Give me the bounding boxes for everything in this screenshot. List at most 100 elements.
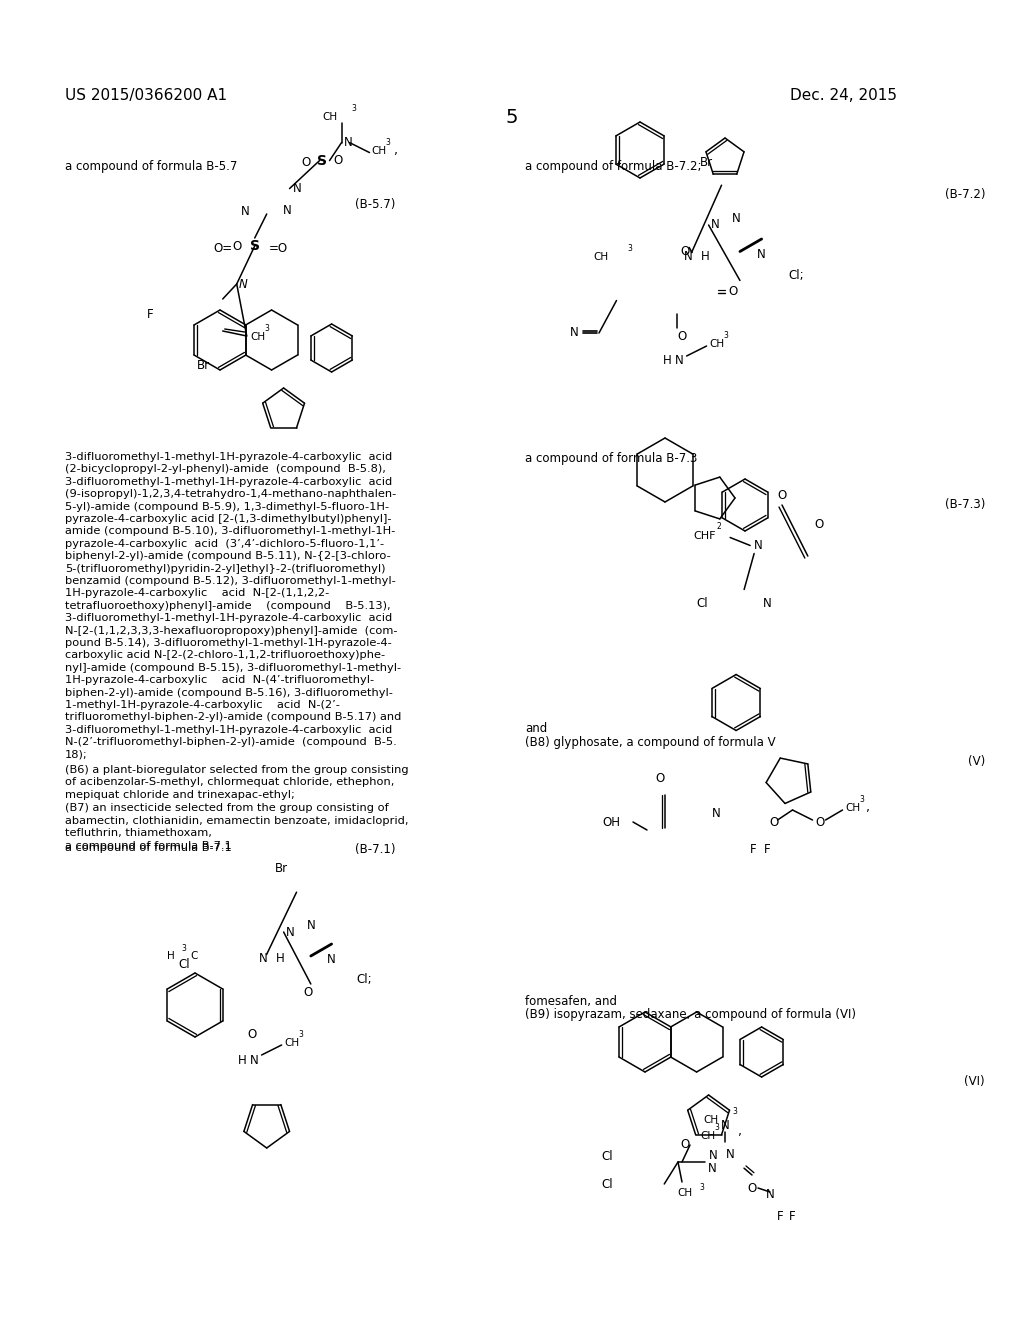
Text: F: F <box>788 1210 796 1224</box>
Text: 3: 3 <box>351 103 356 112</box>
Text: O: O <box>815 517 824 531</box>
Text: 3: 3 <box>859 795 864 804</box>
Text: N: N <box>754 539 763 552</box>
Text: CH: CH <box>251 333 266 342</box>
Text: O: O <box>777 488 786 502</box>
Text: N: N <box>283 205 292 218</box>
Text: N-[2-(1,1,2,3,3,3-hexafluoropropoxy)phenyl]-amide  (com-: N-[2-(1,1,2,3,3,3-hexafluoropropoxy)phen… <box>65 626 397 636</box>
Text: O: O <box>655 772 665 785</box>
Text: pyrazole-4-carboxylic acid [2-(1,3-dimethylbutyl)phenyl]-: pyrazole-4-carboxylic acid [2-(1,3-dimet… <box>65 513 391 524</box>
Text: CH: CH <box>372 145 387 156</box>
Text: fomesafen, and: fomesafen, and <box>525 995 617 1008</box>
Text: S: S <box>250 239 260 253</box>
Text: O: O <box>769 817 779 829</box>
Text: trifluoromethyl-biphen-2-yl)-amide (compound B-5.17) and: trifluoromethyl-biphen-2-yl)-amide (comp… <box>65 713 401 722</box>
Text: N: N <box>684 251 693 264</box>
Text: amide (compound B-5.10), 3-difluoromethyl-1-methyl-1H-: amide (compound B-5.10), 3-difluoromethy… <box>65 527 395 536</box>
Text: (B-5.7): (B-5.7) <box>354 198 395 211</box>
Text: tetrafluoroethoxy)phenyl]-amide    (compound    B-5.13),: tetrafluoroethoxy)phenyl]-amide (compoun… <box>65 601 390 611</box>
Text: S: S <box>316 153 327 168</box>
Text: O: O <box>334 154 343 168</box>
Text: O: O <box>680 1138 689 1151</box>
Text: N: N <box>763 597 771 610</box>
Text: N: N <box>721 1119 729 1133</box>
Text: N: N <box>675 355 684 367</box>
Text: H: H <box>238 1053 247 1067</box>
Text: Dec. 24, 2015: Dec. 24, 2015 <box>790 88 897 103</box>
Text: O: O <box>729 285 738 298</box>
Text: (B9) isopyrazam, sedaxane, a compound of formula (VI): (B9) isopyrazam, sedaxane, a compound of… <box>525 1008 856 1020</box>
Text: C: C <box>190 950 198 961</box>
Text: (B7) an insecticide selected from the group consisting of: (B7) an insecticide selected from the gr… <box>65 803 389 813</box>
Text: N: N <box>708 1162 717 1175</box>
Text: N-(2’-trifluoromethyl-biphen-2-yl)-amide  (compound  B-5.: N-(2’-trifluoromethyl-biphen-2-yl)-amide… <box>65 737 396 747</box>
Text: CH: CH <box>323 112 338 121</box>
Text: N: N <box>241 206 250 218</box>
Text: 3-difluoromethyl-1-methyl-1H-pyrazole-4-carboxylic  acid: 3-difluoromethyl-1-methyl-1H-pyrazole-4-… <box>65 451 392 462</box>
Text: a compound of formula B-7.1: a compound of formula B-7.1 <box>65 843 231 854</box>
Text: O: O <box>815 817 824 829</box>
Text: (9-isopropyl)-1,2,3,4-tetrahydro-1,4-methano-naphthalen-: (9-isopropyl)-1,2,3,4-tetrahydro-1,4-met… <box>65 490 396 499</box>
Text: H: H <box>275 953 285 965</box>
Text: 3: 3 <box>732 1107 737 1115</box>
Text: (B-7.3): (B-7.3) <box>944 498 985 511</box>
Text: F: F <box>750 843 757 855</box>
Text: F: F <box>776 1210 783 1224</box>
Text: 3: 3 <box>724 331 728 341</box>
Text: N: N <box>709 1148 718 1162</box>
Text: CH: CH <box>846 803 860 813</box>
Text: 1H-pyrazole-4-carboxylic    acid  N-(4’-trifluoromethyl-: 1H-pyrazole-4-carboxylic acid N-(4’-trif… <box>65 676 374 685</box>
Text: (V): (V) <box>968 755 985 768</box>
Text: N: N <box>293 182 301 195</box>
Text: N: N <box>726 1148 735 1160</box>
Text: ,: , <box>865 801 869 814</box>
Text: 3-difluoromethyl-1-methyl-1H-pyrazole-4-carboxylic  acid: 3-difluoromethyl-1-methyl-1H-pyrazole-4-… <box>65 725 392 735</box>
Text: 3-difluoromethyl-1-methyl-1H-pyrazole-4-carboxylic  acid: 3-difluoromethyl-1-methyl-1H-pyrazole-4-… <box>65 614 392 623</box>
Text: Cl;: Cl; <box>788 269 804 282</box>
Text: (VI): (VI) <box>965 1074 985 1088</box>
Text: O: O <box>677 330 686 342</box>
Text: Br: Br <box>197 359 210 372</box>
Text: 1H-pyrazole-4-carboxylic    acid  N-[2-(1,1,2,2-: 1H-pyrazole-4-carboxylic acid N-[2-(1,1,… <box>65 589 330 598</box>
Text: N: N <box>239 277 248 290</box>
Text: ,: , <box>393 144 397 157</box>
Text: N: N <box>570 326 579 339</box>
Text: 5-yl)-amide (compound B-5.9), 1,3-dimethyl-5-fluoro-1H-: 5-yl)-amide (compound B-5.9), 1,3-dimeth… <box>65 502 389 512</box>
Text: O=: O= <box>214 242 232 255</box>
Text: mepiquat chloride and trinexapac-ethyl;: mepiquat chloride and trinexapac-ethyl; <box>65 789 295 800</box>
Text: 3-difluoromethyl-1-methyl-1H-pyrazole-4-carboxylic  acid: 3-difluoromethyl-1-methyl-1H-pyrazole-4-… <box>65 477 392 487</box>
Text: (B-7.2): (B-7.2) <box>944 187 985 201</box>
Text: O: O <box>680 246 689 257</box>
Text: nyl]-amide (compound B-5.15), 3-difluoromethyl-1-methyl-: nyl]-amide (compound B-5.15), 3-difluoro… <box>65 663 401 673</box>
Text: Cl: Cl <box>696 597 708 610</box>
Text: (B8) glyphosate, a compound of formula V: (B8) glyphosate, a compound of formula V <box>525 737 775 748</box>
Text: pound B-5.14), 3-difluoromethyl-1-methyl-1H-pyrazole-4-: pound B-5.14), 3-difluoromethyl-1-methyl… <box>65 638 392 648</box>
Text: Br: Br <box>275 862 288 875</box>
Text: 3: 3 <box>299 1030 303 1039</box>
Text: Cl: Cl <box>601 1150 612 1163</box>
Text: CH: CH <box>678 1188 692 1199</box>
Text: N: N <box>343 136 352 149</box>
Text: 5: 5 <box>506 108 518 127</box>
Text: H: H <box>700 251 710 264</box>
Text: tefluthrin, thiamethoxam,: tefluthrin, thiamethoxam, <box>65 828 212 838</box>
Text: F: F <box>764 843 770 855</box>
Text: a compound of formula B-7.2;: a compound of formula B-7.2; <box>525 160 701 173</box>
Text: a compound of formula B-7.1: a compound of formula B-7.1 <box>65 841 231 851</box>
Text: N: N <box>731 211 740 224</box>
Text: N: N <box>259 953 268 965</box>
Text: 3: 3 <box>386 137 390 147</box>
Text: F: F <box>146 309 153 322</box>
Text: carboxylic acid N-[2-(2-chloro-1,1,2-trifluoroethoxy)phe-: carboxylic acid N-[2-(2-chloro-1,1,2-tri… <box>65 651 385 660</box>
Text: of acibenzolar-S-methyl, chlormequat chloride, ethephon,: of acibenzolar-S-methyl, chlormequat chl… <box>65 777 394 788</box>
Text: H: H <box>167 950 175 961</box>
Text: Cl;: Cl; <box>356 974 372 986</box>
Text: biphenyl-2-yl)-amide (compound B-5.11), N-{2-[3-chloro-: biphenyl-2-yl)-amide (compound B-5.11), … <box>65 552 391 561</box>
Text: 5-(trifluoromethyl)pyridin-2-yl]ethyl}-2-(trifluoromethyl): 5-(trifluoromethyl)pyridin-2-yl]ethyl}-2… <box>65 564 385 574</box>
Text: N: N <box>711 219 719 231</box>
Text: (2-bicyclopropyl-2-yl-phenyl)-amide  (compound  B-5.8),: (2-bicyclopropyl-2-yl-phenyl)-amide (com… <box>65 465 386 474</box>
Text: CH: CH <box>710 339 725 348</box>
Text: a compound of formula B-5.7: a compound of formula B-5.7 <box>65 160 238 173</box>
Text: N: N <box>286 925 294 939</box>
Text: CH: CH <box>700 1131 715 1140</box>
